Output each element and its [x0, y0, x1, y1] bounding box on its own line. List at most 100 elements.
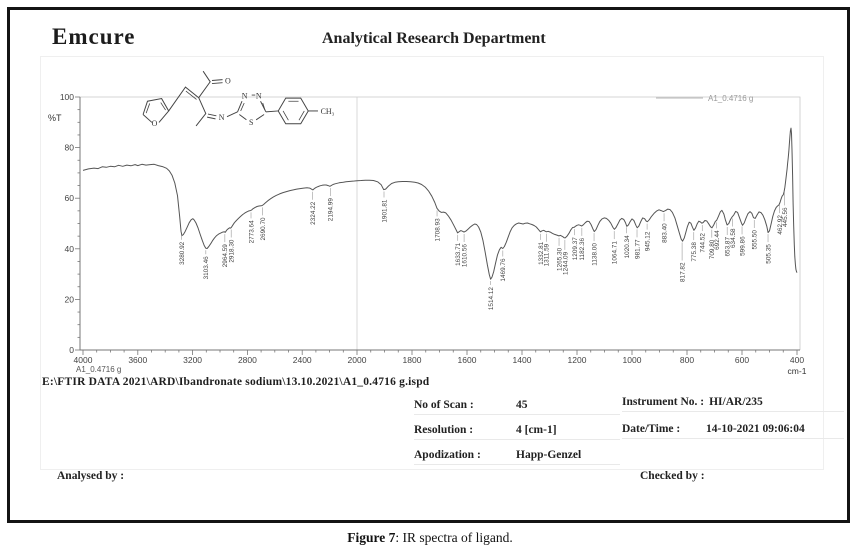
svg-text:20: 20	[65, 294, 75, 304]
peak-label: 2194.99	[328, 198, 335, 222]
peak-label: 1633.71	[455, 242, 462, 266]
svg-text:400: 400	[790, 355, 804, 365]
emcure-logo: Emcure	[52, 24, 136, 49]
methyl-label: CH₃	[321, 107, 335, 116]
svg-text:2000: 2000	[348, 355, 367, 365]
svg-text:2400: 2400	[293, 355, 312, 365]
scanned-report-frame	[40, 56, 824, 470]
metadata-left-column: No of Scan : 45 Resolution : 4 [cm-1] Ap…	[414, 399, 620, 474]
peak-label: 445.56	[782, 207, 789, 227]
furan-oxygen-label: O	[152, 119, 158, 128]
resolution-label: Resolution :	[414, 424, 474, 436]
svg-text:3600: 3600	[128, 355, 147, 365]
y-axis-label: %T	[48, 113, 62, 123]
ring-sulfur-label: S	[249, 118, 253, 127]
peak-label: 945.12	[644, 231, 651, 251]
peak-label: 1610.56	[461, 244, 468, 268]
peak-label: 2690.70	[260, 217, 267, 241]
svg-text:1600: 1600	[458, 355, 477, 365]
svg-text:4000: 4000	[74, 355, 93, 365]
peak-label: 883.40	[661, 223, 668, 243]
peak-label: 1265.30	[556, 247, 563, 271]
ligand-structure: O O N N N S CH₃	[142, 70, 335, 128]
svg-text:800: 800	[680, 355, 694, 365]
peak-label: 505.35	[765, 244, 772, 264]
peak-label: 462.92	[777, 215, 784, 235]
structure-atoms: O O N N N S CH₃	[152, 77, 335, 128]
peak-label: 3103.46	[203, 256, 210, 280]
datetime-label: Date/Time :	[622, 423, 681, 435]
figure-border	[7, 7, 850, 523]
peak-label: 1209.37	[572, 237, 579, 261]
peak-label: 1244.09	[562, 251, 569, 275]
metadata-right-column: Instrument No. : HI/AR/235 Date/Time : 1…	[622, 396, 844, 450]
figure-caption-text: : IR spectra of ligand.	[395, 530, 513, 545]
svg-text:2800: 2800	[238, 355, 257, 365]
spectrum-curve	[82, 127, 798, 280]
svg-text:1400: 1400	[513, 355, 532, 365]
instrument-label: Instrument No. :	[622, 396, 705, 408]
peak-label: 1020.34	[624, 235, 631, 259]
structure-bonds	[142, 70, 318, 127]
peak-label: 775.38	[691, 242, 698, 262]
peak-label: 709.80	[709, 239, 716, 259]
peak-label: 1708.93	[434, 218, 441, 242]
peak-label: 2918.30	[229, 239, 236, 263]
imine-nitrogen-label: N	[219, 113, 225, 122]
peak-label: 744.52	[700, 233, 707, 253]
department-title: Analytical Research Department	[322, 30, 546, 47]
ring-nitrogen1-label: N	[242, 92, 248, 101]
peak-label: 1311.59	[544, 243, 551, 266]
svg-text:3200: 3200	[183, 355, 202, 365]
scans-label: No of Scan :	[414, 399, 474, 411]
peak-label: 2773.64	[248, 220, 255, 244]
peak-label: 1901.81	[381, 199, 388, 223]
peak-label: 3280.92	[179, 241, 186, 265]
peak-label: 1332.81	[538, 241, 545, 265]
datetime-value: 14-10-2021 09:06:04	[706, 423, 805, 435]
peak-label: 692.44	[714, 230, 721, 250]
axes: 0 20 40 60 80 100 4000 3600 3200 2800 2400 2000 1800…	[48, 92, 807, 376]
svg-text:1000: 1000	[623, 355, 642, 365]
resolution-value: 4 [cm-1]	[516, 424, 557, 436]
svg-text:1200: 1200	[568, 355, 587, 365]
svg-text:40: 40	[65, 244, 75, 254]
meta-row-instrument: Instrument No. : HI/AR/235	[622, 396, 844, 412]
ring-nitrogen2-label: N	[256, 92, 262, 101]
peak-label: 1469.76	[500, 258, 507, 282]
peak-label: 634.58	[730, 228, 737, 248]
instrument-value: HI/AR/235	[709, 396, 763, 408]
peak-label: 2964.59	[222, 244, 229, 268]
peak-label: 555.50	[752, 230, 759, 250]
meta-row-apodization: Apodization : Happ-Genzel	[414, 449, 620, 465]
figure-caption-number: Figure 7	[347, 530, 396, 545]
legend-label: A1_0.4716 g	[708, 94, 753, 103]
analysed-by-label: Analysed by :	[57, 470, 125, 482]
legend: A1_0.4716 g	[656, 94, 753, 103]
checked-by-label: Checked by :	[640, 470, 705, 482]
apodization-label: Apodization :	[414, 449, 481, 461]
svg-text:60: 60	[65, 193, 75, 203]
x-axis-label: cm-1	[788, 366, 807, 376]
svg-text:80: 80	[65, 143, 75, 153]
file-path: E:\FTIR DATA 2021\ARD\Ibandronate sodium…	[42, 376, 430, 388]
peak-label: 653.87	[725, 237, 732, 257]
peak-label: 1138.00	[591, 243, 598, 266]
peak-label: 1514.12	[488, 287, 495, 311]
x-axis-sublabel: A1_0.4716 g	[76, 365, 121, 374]
plot-frame	[80, 96, 801, 350]
svg-text:0: 0	[69, 345, 74, 355]
scans-value: 45	[516, 399, 528, 411]
meta-row-scans: No of Scan : 45	[414, 399, 620, 415]
peak-label: 1182.36	[579, 237, 586, 260]
peak-label: 2324.22	[310, 201, 317, 225]
peak-label: 981.77	[634, 239, 641, 259]
peak-labels: 3280.92 3103.46 2964.59 2918.30 2773.64 2690.…	[179, 188, 789, 310]
peak-label: 1064.71	[612, 241, 619, 265]
svg-text:600: 600	[735, 355, 749, 365]
peak-label: 817.82	[679, 262, 686, 282]
figure-caption: Figure 7: IR spectra of ligand.	[0, 530, 860, 546]
svg-text:1800: 1800	[403, 355, 422, 365]
